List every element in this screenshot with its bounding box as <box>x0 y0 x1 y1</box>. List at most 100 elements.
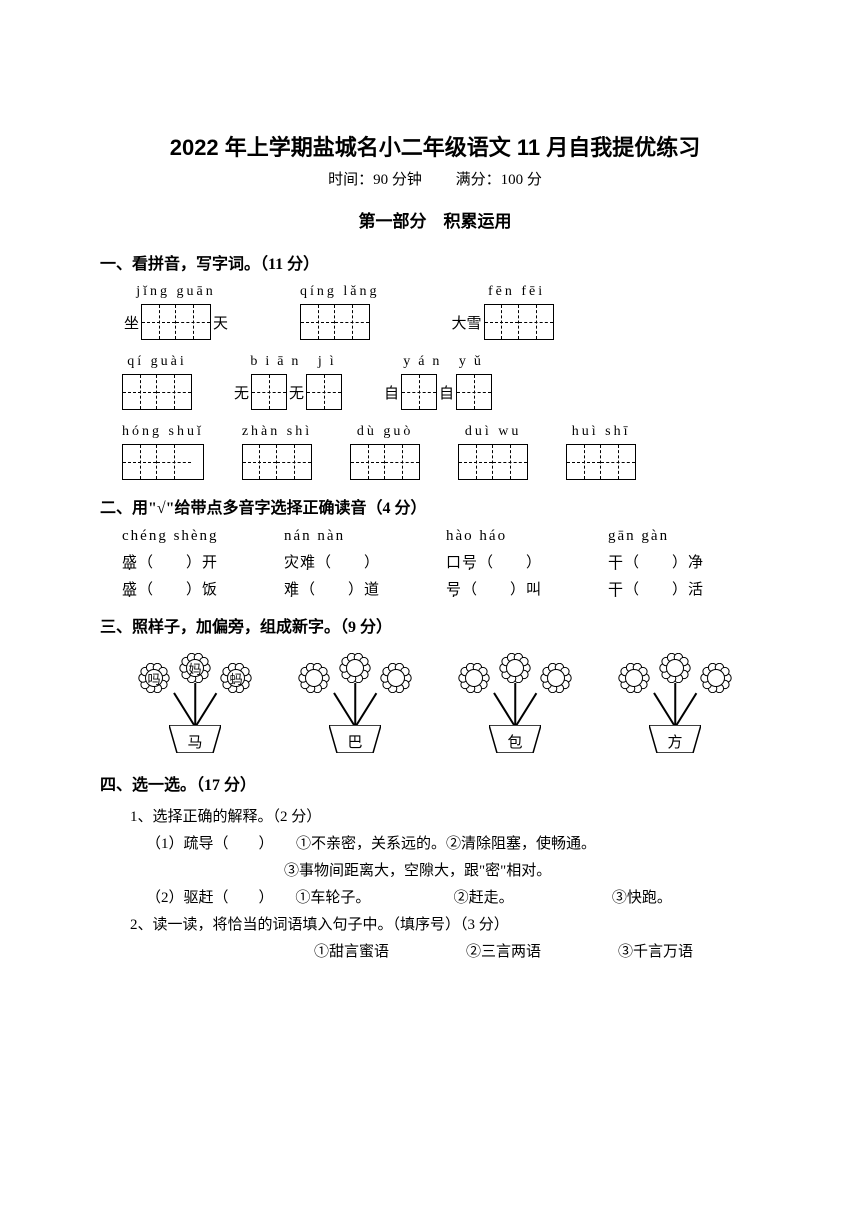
answer-grid[interactable] <box>456 374 492 410</box>
pinyin-label: qíng lǎng <box>300 284 380 302</box>
q2-item[interactable]: 盛（ ）饭 <box>122 578 284 599</box>
char-mid: 无 <box>287 382 306 403</box>
pinyin-item: biān jì 无 无 <box>232 354 342 410</box>
answer-grid[interactable] <box>242 444 312 480</box>
pot-base-char: 方 <box>651 727 699 753</box>
part1-title: 第一部分 积累运用 <box>100 207 770 232</box>
pinyin-row-2: qí guài biān jì 无 无 yán yǔ 自 自 <box>100 354 770 410</box>
pinyin-label: dù guò <box>350 424 420 442</box>
pinyin-label: duì wu <box>458 424 528 442</box>
flower-head[interactable] <box>618 663 650 693</box>
time-label: 时间：90 分钟 <box>328 172 422 188</box>
pinyin-item: yán yǔ 自 自 <box>382 354 492 410</box>
answer-grid[interactable] <box>566 444 636 480</box>
page-title: 2022 年上学期盐城名小二年级语文 11 月自我提优练习 <box>100 130 770 162</box>
option: ②三言两语 <box>466 940 618 961</box>
pinyin-label: jǐng guān <box>122 284 230 302</box>
q2-item[interactable]: 口号（ ） <box>446 551 608 572</box>
flower-pot[interactable]: 巴 <box>290 653 420 753</box>
pinyin-item: zhàn shì <box>242 424 312 480</box>
q2-pinyin: nán nàn <box>284 528 446 545</box>
pinyin-item: jǐng guān 坐 天 <box>122 284 230 340</box>
flower-head[interactable] <box>458 663 490 693</box>
flower-head[interactable] <box>659 653 691 683</box>
char-suffix: 天 <box>211 312 230 333</box>
q4-2-title: 2、读一读，将恰当的词语填入句子中。（填序号）（3 分） <box>114 913 770 934</box>
pinyin-row-3: hóng shuǐ zhàn shì dù guò duì wu huì shī <box>100 424 770 480</box>
pinyin-label: yán yǔ <box>382 354 492 372</box>
q4-2-opts: ①甜言蜜语 ②三言两语 ③千言万语 <box>114 940 770 961</box>
q2-item[interactable]: 灾难（ ） <box>284 551 446 572</box>
flower-pot[interactable]: 包 <box>450 653 580 753</box>
pot-base-char: 巴 <box>331 727 379 753</box>
answer-grid[interactable] <box>401 374 437 410</box>
section4-body: 1、选择正确的解释。（2 分） （1）疏导（ ） ①不亲密，关系远的。②清除阻塞… <box>100 805 770 961</box>
option: ①车轮子。 <box>295 886 453 907</box>
q2-item[interactable]: 干（ ）净 <box>608 551 770 572</box>
score-label: 满分：100 分 <box>456 172 542 188</box>
pinyin-item: huì shī <box>566 424 636 480</box>
q2-pinyin: hào háo <box>446 528 608 545</box>
q2-pinyin: gān gàn <box>608 528 770 545</box>
section4-title: 四、选一选。（17 分） <box>100 771 770 795</box>
section2-body: chéng shèng nán nàn hào háo gān gàn 盛（ ）… <box>100 528 770 599</box>
answer-grid[interactable] <box>484 304 554 340</box>
pinyin-label: huì shī <box>566 424 636 442</box>
q2-item[interactable]: 号（ ）叫 <box>446 578 608 599</box>
char-mid: 自 <box>437 382 456 403</box>
answer-grid[interactable] <box>122 444 204 480</box>
q2-pinyin: chéng shèng <box>122 528 284 545</box>
q4-1-2[interactable]: （2）驱赶（ ） ①车轮子。 ②赶走。 ③快跑。 <box>114 886 770 907</box>
q2-item[interactable]: 干（ ）活 <box>608 578 770 599</box>
section2-title: 二、用"√"给带点多音字选择正确读音（4 分） <box>100 494 770 518</box>
pot-base-char: 马 <box>171 727 219 753</box>
answer-grid[interactable] <box>350 444 420 480</box>
answer-grid[interactable] <box>141 304 211 340</box>
flower-head[interactable] <box>380 663 412 693</box>
q2-item[interactable]: 难（ ）道 <box>284 578 446 599</box>
worksheet-page: 2022 年上学期盐城名小二年级语文 11 月自我提优练习 时间：90 分钟 满… <box>0 0 860 1216</box>
option: ③千言万语 <box>618 940 770 961</box>
flower-head[interactable] <box>700 663 732 693</box>
pinyin-item: qí guài <box>122 354 192 410</box>
flower-head[interactable] <box>540 663 572 693</box>
q2-item[interactable]: 盛（ ）开 <box>122 551 284 572</box>
answer-grid[interactable] <box>251 374 287 410</box>
q4-1-1[interactable]: （1）疏导（ ） ①不亲密，关系远的。②清除阻塞，使畅通。 <box>114 832 770 853</box>
char-prefix: 大雪 <box>450 312 484 333</box>
answer-grid[interactable] <box>306 374 342 410</box>
char-prefix: 坐 <box>122 312 141 333</box>
pinyin-label: qí guài <box>122 354 192 372</box>
char-prefix: 无 <box>232 382 251 403</box>
pinyin-label: biān jì <box>232 354 342 372</box>
char-prefix: 自 <box>382 382 401 403</box>
answer-grid[interactable] <box>300 304 370 340</box>
flower-head[interactable] <box>499 653 531 683</box>
page-subtitle: 时间：90 分钟 满分：100 分 <box>100 168 770 189</box>
flower-head[interactable]: 妈 <box>179 653 211 683</box>
flower-head[interactable] <box>339 653 371 683</box>
flower-row: 吗 妈 蚂 马 巴 包 方 <box>100 647 770 757</box>
answer-grid[interactable] <box>458 444 528 480</box>
pinyin-item: dù guò <box>350 424 420 480</box>
pinyin-label: hóng shuǐ <box>122 424 204 442</box>
pot-base-char: 包 <box>491 727 539 753</box>
option: ②赶走。 <box>454 886 612 907</box>
flower-head[interactable] <box>298 663 330 693</box>
section1-title: 一、看拼音，写字词。（11 分） <box>100 250 770 274</box>
pinyin-item: fēn fēi 大雪 <box>450 284 554 340</box>
pinyin-item: hóng shuǐ <box>122 424 204 480</box>
option: ①甜言蜜语 <box>314 940 466 961</box>
flower-pot[interactable]: 吗 妈 蚂 马 <box>130 653 260 753</box>
section3-title: 三、照样子，加偏旁，组成新字。（9 分） <box>100 613 770 637</box>
q4-1-title: 1、选择正确的解释。（2 分） <box>114 805 770 826</box>
flower-head[interactable]: 蚂 <box>220 663 252 693</box>
pinyin-item: qíng lǎng <box>300 284 380 340</box>
pinyin-label: zhàn shì <box>242 424 312 442</box>
flower-pot[interactable]: 方 <box>610 653 740 753</box>
answer-grid[interactable] <box>122 374 192 410</box>
q4-1-1-opt3: ③事物间距离大，空隙大，跟"密"相对。 <box>114 859 770 880</box>
flower-head[interactable]: 吗 <box>138 663 170 693</box>
pinyin-label: fēn fēi <box>450 284 554 302</box>
pinyin-item: duì wu <box>458 424 528 480</box>
